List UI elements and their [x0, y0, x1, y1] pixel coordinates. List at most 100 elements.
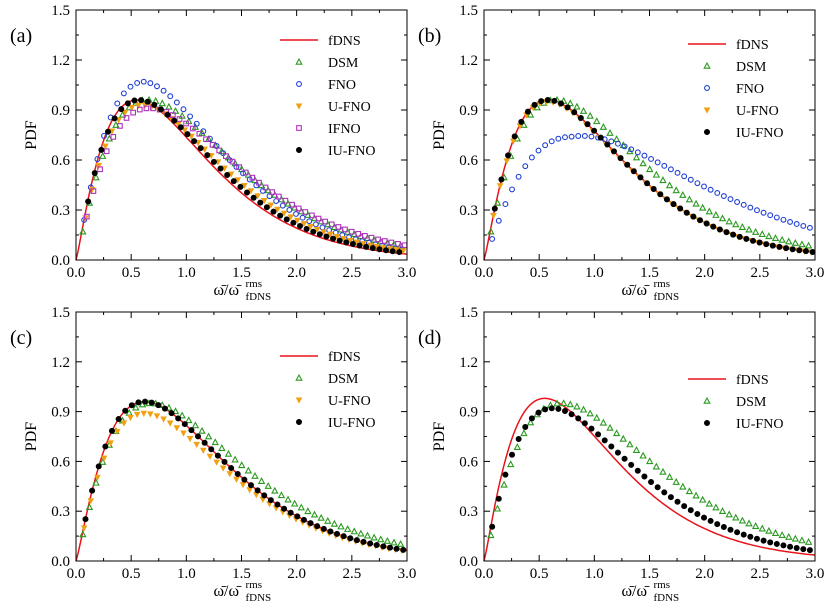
data-point: [760, 537, 767, 544]
data-point: [698, 203, 707, 211]
y-axis-title: PDF: [431, 120, 448, 149]
data-point: [161, 405, 168, 412]
data-point: [127, 83, 134, 90]
data-point: [347, 535, 354, 542]
data-point: [707, 517, 714, 524]
data-point: [395, 241, 401, 247]
data-point: [712, 503, 720, 511]
data-point: [692, 491, 700, 499]
legend: fDNS DSM U-FNO IU-FNO: [280, 350, 375, 431]
data-point: [738, 223, 747, 230]
data-point: [335, 224, 342, 230]
panel-label: (d): [418, 327, 441, 349]
data-point: [648, 478, 655, 485]
data-point: [621, 455, 628, 462]
data-point: [672, 186, 680, 194]
data-point: [687, 176, 694, 183]
data-point: [599, 418, 608, 426]
data-point: [573, 402, 581, 410]
data-point: [776, 243, 783, 250]
data-point: [275, 193, 282, 200]
data-point: [360, 538, 367, 545]
series-line-fdns: [483, 397, 816, 562]
data-point: [383, 247, 390, 254]
data-point: [85, 198, 92, 205]
legend-swatch-u-fno: [295, 397, 303, 404]
data-point: [195, 433, 202, 440]
data-point: [389, 248, 396, 255]
data-point: [538, 98, 545, 105]
data-point: [363, 531, 372, 539]
legend-label: FNO: [328, 78, 356, 93]
chart-panel-1: 0.0 0.5 1.0 1.5 2.0 2.5 3.0 0.0 0.3 0.6 0.9 1.2 1.5 P…: [10, 3, 416, 303]
y-tick-label: 0.9: [459, 103, 478, 119]
data-point: [140, 78, 147, 85]
data-point: [147, 411, 154, 418]
data-point: [320, 525, 327, 532]
data-point: [670, 201, 677, 208]
data-point: [193, 441, 201, 448]
data-point: [661, 489, 668, 496]
legend-label: fDNS: [328, 350, 361, 365]
data-point: [251, 471, 259, 479]
data-point: [154, 83, 160, 90]
data-point: [787, 218, 794, 225]
data-point: [350, 527, 358, 535]
data-point: [528, 415, 535, 422]
x-tick-label: 3.0: [398, 566, 417, 582]
data-point: [710, 223, 717, 230]
series-markers-iu-fno: [489, 405, 813, 554]
y-tick-label: 0.0: [459, 253, 478, 269]
data-point: [674, 498, 681, 505]
data-point: [778, 531, 786, 538]
legend-swatch-dsm: [295, 57, 303, 65]
y-tick-label: 0.3: [459, 504, 478, 520]
y-tick-label: 1.2: [51, 355, 70, 371]
y-tick-label: 0.6: [459, 454, 478, 470]
data-point: [181, 421, 188, 428]
data-point: [261, 492, 268, 499]
y-tick-label: 0.6: [459, 153, 478, 169]
x-tick-label: 0.0: [67, 566, 86, 582]
data-point: [763, 241, 770, 248]
data-point: [260, 198, 268, 205]
data-point: [745, 519, 753, 527]
x-axis-title-sup: rms: [246, 579, 263, 591]
data-point: [747, 533, 754, 540]
data-point: [562, 134, 568, 141]
data-point: [515, 173, 522, 180]
series-markers-iu-fno: [85, 97, 403, 256]
data-point: [284, 495, 292, 503]
data-point: [758, 230, 766, 238]
data-point: [659, 176, 667, 184]
data-point: [95, 163, 103, 170]
data-point: [701, 514, 708, 521]
data-point: [98, 146, 105, 153]
data-point: [328, 221, 335, 228]
data-point: [180, 430, 187, 437]
data-point: [180, 106, 187, 113]
data-point: [732, 513, 740, 521]
data-point: [502, 471, 509, 478]
data-point: [531, 101, 538, 108]
data-point: [191, 421, 200, 429]
data-point: [231, 159, 239, 167]
data-point: [796, 247, 803, 254]
legend-swatch-iu-fno: [295, 418, 302, 425]
data-point: [300, 516, 307, 523]
x-axis-title-sup: rms: [654, 579, 671, 591]
data-point: [312, 221, 319, 228]
data-point: [362, 232, 368, 239]
data-point: [581, 420, 588, 427]
x-tick-label: 1.5: [640, 566, 659, 582]
data-point: [214, 452, 221, 459]
data-point: [242, 169, 249, 176]
data-point: [131, 97, 138, 104]
legend-label: DSM: [328, 372, 359, 387]
data-point: [610, 148, 617, 155]
data-point: [343, 525, 352, 532]
x-tick-label: 3.0: [806, 265, 825, 281]
data-point: [187, 113, 194, 120]
data-point: [210, 158, 217, 165]
data-point: [80, 525, 88, 532]
